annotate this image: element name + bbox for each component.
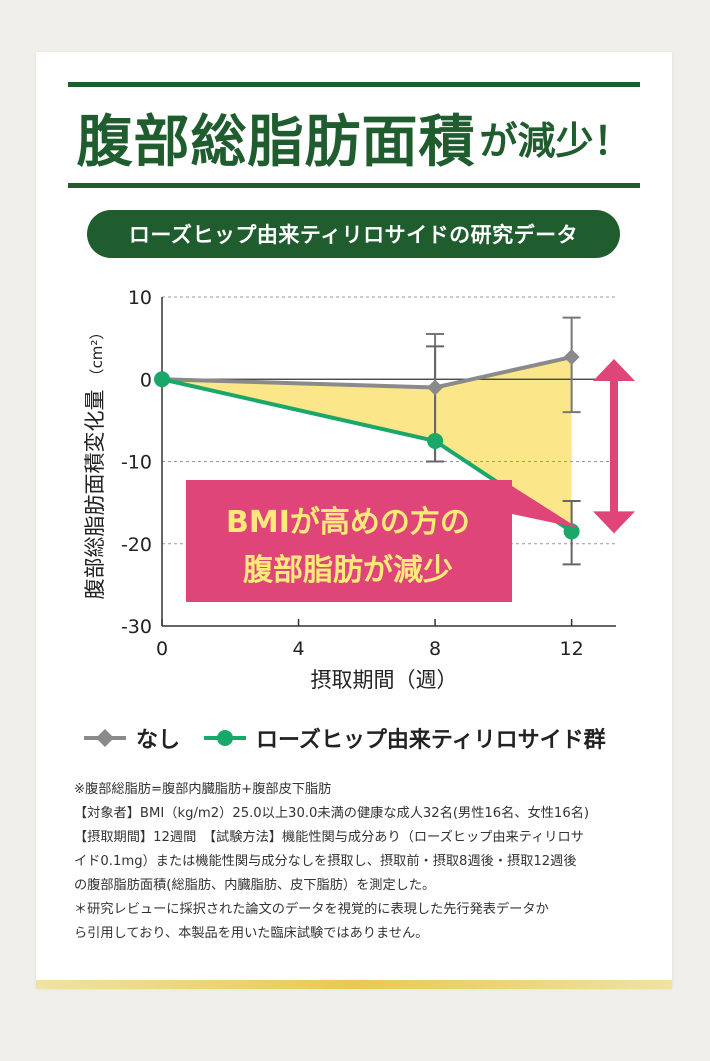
fat-area-chart: 100-10-20-300 4 8 12摂取期間（週）腹部総脂肪面積変化量（cm²）B… — [83, 287, 635, 692]
note-line: ※腹部総脂肪=腹部内臓脂肪+腹部皮下脂肪 — [74, 782, 332, 797]
headline-rule-top — [68, 82, 640, 87]
headline-rule-bottom — [68, 183, 640, 188]
y-tick-label: -10 — [121, 452, 152, 474]
headline: 腹部総脂肪面積 が減少！ — [68, 94, 640, 180]
arrow-down-icon — [593, 511, 635, 534]
note-line: の腹部脂肪面積(総脂肪、内臓脂肪、皮下脂肪）を測定した。 — [74, 878, 436, 893]
headline-main: 腹部総脂肪面積 — [76, 109, 476, 175]
legend-label-none: なし — [136, 728, 181, 753]
legend-item-none: なし — [82, 722, 180, 754]
gold-accent-bar — [36, 980, 672, 989]
diamond-marker-icon — [84, 729, 126, 747]
data-point-none — [427, 379, 444, 396]
y-tick-label: -20 — [121, 534, 152, 556]
callout-box — [186, 480, 578, 602]
note-line: イド0.1mg）または機能性関与成分なしを摂取し、摂取前・摂取8週後・摂取12週… — [74, 854, 577, 869]
x-axis-title: 摂取期間（週） — [311, 668, 458, 692]
legend-item-treatment: ローズヒップ由来ティリロサイド群 — [202, 722, 606, 754]
callout-line-2: 腹部脂肪が減少 — [243, 553, 453, 588]
y-axis-unit: （cm²） — [88, 325, 106, 384]
y-tick-label: -30 — [121, 616, 152, 638]
arrow-up-icon — [593, 359, 635, 382]
data-point-treatment — [154, 371, 170, 388]
circle-marker-icon — [204, 730, 247, 746]
note-line: 【摂取期間】12週間 【試験方法】機能性関与成分あり（ローズヒップ由来ティリロサ — [74, 830, 584, 845]
y-tick-label: 0 — [140, 369, 152, 391]
data-point-treatment — [427, 432, 444, 449]
x-tick-label: 12 — [560, 638, 584, 660]
headline-suffix: が減少！ — [479, 118, 632, 163]
x-tick-label: 0 — [156, 638, 168, 660]
study-notes: ※腹部総脂肪=腹部内臓脂肪+腹部皮下脂肪 【対象者】BMI（kg/m2）25.0… — [74, 778, 644, 946]
callout-line-1: BMIが高めの方の — [226, 505, 470, 540]
x-tick-label: 8 — [429, 638, 441, 660]
data-point-none — [563, 349, 580, 366]
y-tick-label: 10 — [128, 287, 152, 309]
legend: なし ローズヒップ由来ティリロサイド群 — [82, 718, 606, 758]
note-line: 【対象者】BMI（kg/m2）25.0以上30.0未満の健康な成人32名(男性1… — [74, 806, 590, 821]
y-axis-title: 腹部総脂肪面積変化量（cm²） — [83, 325, 107, 600]
x-tick-label: 4 — [292, 638, 304, 660]
note-line: ＊研究レビューに採択された論文のデータを視覚的に表現した先行発表データか — [74, 902, 549, 917]
study-data-pill: ローズヒップ由来ティリロサイドの研究データ — [87, 210, 620, 258]
note-line: ら引用しており、本製品を用いた臨床試験ではありません。 — [74, 926, 429, 941]
legend-label-treatment: ローズヒップ由来ティリロサイド群 — [256, 728, 606, 753]
